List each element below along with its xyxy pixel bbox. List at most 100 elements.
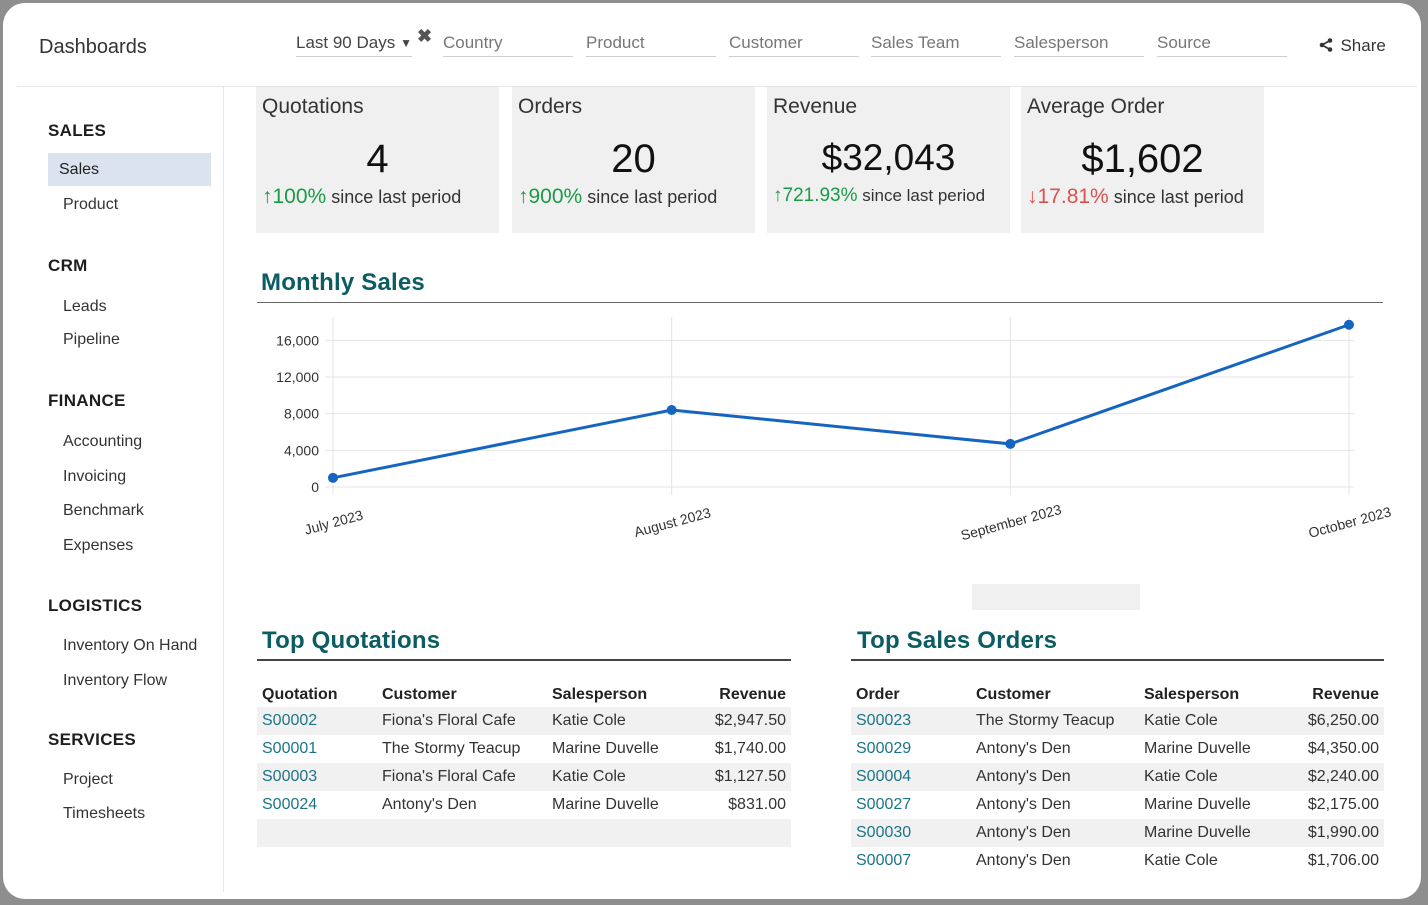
table-cell <box>547 819 677 847</box>
app-frame: Dashboards Last 90 Days ▼ ✖ Country Prod… <box>3 3 1421 899</box>
table-cell: Antony's Den <box>976 852 1071 869</box>
record-link[interactable]: S00004 <box>851 763 971 791</box>
monthly-sales-title: Monthly Sales <box>261 269 425 296</box>
sidebar-item-expenses[interactable]: Expenses <box>63 537 134 554</box>
column-header[interactable]: Salesperson <box>552 686 648 703</box>
table-cell: Antony's Den <box>976 796 1071 813</box>
kpi-delta-suffix: since last period <box>862 186 986 205</box>
sidebar-item-leads[interactable]: Leads <box>63 298 107 315</box>
table-row[interactable]: S00030 Antony's Den Marine Duvelle $1,990.0… <box>851 819 1384 847</box>
kpi-value: 4 <box>366 137 389 181</box>
sidebar-item-inventory-flow[interactable]: Inventory Flow <box>63 672 168 689</box>
sidebar-item-benchmark[interactable]: Benchmark <box>63 502 144 519</box>
period-filter[interactable]: Last 90 Days ▼ <box>296 30 412 57</box>
column-header[interactable]: Order <box>856 686 900 703</box>
sales-data-point[interactable] <box>666 405 677 415</box>
app-title: Dashboards <box>39 36 147 58</box>
table-cell: $831.00 <box>728 796 786 813</box>
kpi-revenue[interactable]: Revenue $32,043 ↑721.93% since last peri… <box>767 87 1010 233</box>
share-icon <box>1319 38 1337 55</box>
sidebar-section-sales: SALES <box>48 121 107 140</box>
sidebar-item-inventory-on-hand[interactable]: Inventory On Hand <box>63 637 198 654</box>
dashboard-window: Dashboards Last 90 Days ▼ ✖ Country Prod… <box>17 16 1417 892</box>
kpi-orders[interactable]: Orders 20 ↑900% since last period <box>512 87 755 233</box>
sales-team-filter[interactable]: Sales Team <box>871 30 1001 57</box>
column-header[interactable]: Salesperson <box>1144 686 1240 703</box>
table-row[interactable]: S00023 The Stormy Teacup Katie Cole $6,250.… <box>851 707 1384 735</box>
arrow-up-icon: ↑ <box>773 185 783 206</box>
share-label: Share <box>1340 36 1386 55</box>
table-row[interactable]: S00004 Antony's Den Katie Cole $2,240.00 <box>851 763 1384 791</box>
kpi-value: 20 <box>611 137 656 181</box>
sidebar-item-accounting[interactable]: Accounting <box>63 433 143 450</box>
sidebar-item-invoicing[interactable]: Invoicing <box>63 468 127 485</box>
table-row[interactable]: S00001 The Stormy Teacup Marine Duvelle $1,… <box>257 735 791 763</box>
salesperson-filter[interactable]: Salesperson <box>1014 30 1144 57</box>
top-bar: Dashboards Last 90 Days ▼ ✖ Country Prod… <box>17 16 1417 87</box>
sidebar-section-crm: CRM <box>48 256 88 275</box>
record-link[interactable]: S00002 <box>257 707 377 735</box>
column-header[interactable]: Quotation <box>262 686 338 703</box>
top-sales-orders-divider <box>851 659 1384 661</box>
kpi-value: $1,602 <box>1081 137 1204 181</box>
table-row[interactable]: S00024 Antony's Den Marine Duvelle $831.00 <box>257 791 791 819</box>
sidebar-item-product[interactable]: Product <box>63 196 119 213</box>
record-link[interactable]: S00024 <box>262 796 318 813</box>
sidebar-section-services: SERVICES <box>48 730 137 749</box>
sales-data-point[interactable] <box>1344 319 1354 330</box>
table-cell: Marine Duvelle <box>1144 740 1251 757</box>
table-cell: Marine Duvelle <box>552 796 659 813</box>
table-row[interactable]: S00007 Antony's Den Katie Cole $1,706.00 <box>851 847 1384 875</box>
record-link[interactable]: S00027 <box>856 796 912 813</box>
record-link[interactable]: S00001 <box>262 740 318 757</box>
monthly-sales-chart[interactable]: 0 4,000 8,000 12,000 16,000 July 2023 August 2… <box>254 317 1404 577</box>
sidebar-item-pipeline[interactable]: Pipeline <box>63 331 120 348</box>
record-link[interactable]: S00023 <box>851 707 971 735</box>
table-row[interactable]: S00029 Antony's Den Marine Duvelle $4,350.0… <box>851 735 1384 763</box>
table-cell: $1,990.00 <box>1269 819 1384 847</box>
kpi-label: Quotations <box>262 95 364 118</box>
table-row[interactable]: S00027 Antony's Den Marine Duvelle $2,175.0… <box>851 791 1384 819</box>
table-cell: $1,706.00 <box>1307 852 1379 869</box>
kpi-quotations[interactable]: Quotations 4 ↑100% since last period <box>256 87 499 233</box>
sidebar-item-project[interactable]: Project <box>63 771 113 788</box>
product-filter[interactable]: Product <box>586 30 716 57</box>
column-header[interactable]: Revenue <box>719 686 786 703</box>
column-header[interactable]: Revenue <box>1312 686 1379 703</box>
table-cell: The Stormy Teacup <box>382 740 521 757</box>
column-header[interactable]: Customer <box>382 686 457 703</box>
kpi-delta-suffix: since last period <box>331 187 462 207</box>
kpi-average-order[interactable]: Average Order $1,602 ↓17.81% since last … <box>1021 87 1264 233</box>
table-cell: Antony's Den <box>382 796 477 813</box>
table-row[interactable]: S00003 Fiona's Floral Cafe Katie Cole $1,12… <box>257 763 791 791</box>
table-row[interactable]: S00002 Fiona's Floral Cafe Katie Cole $2,94… <box>257 707 791 735</box>
table-cell: Katie Cole <box>1144 852 1218 869</box>
country-filter[interactable]: Country <box>443 30 573 57</box>
record-link[interactable]: S00003 <box>257 763 377 791</box>
sidebar-section-logistics: LOGISTICS <box>48 596 143 615</box>
kpi-delta: 900% <box>528 185 583 208</box>
arrow-down-icon: ↓ <box>1027 185 1038 208</box>
sidebar-item-timesheets[interactable]: Timesheets <box>63 805 146 822</box>
y-tick-label: 16,000 <box>276 332 319 348</box>
table-cell: $2,175.00 <box>1307 796 1379 813</box>
sales-data-point[interactable] <box>1005 438 1016 449</box>
column-header[interactable]: Customer <box>976 686 1051 703</box>
record-link[interactable]: S00007 <box>856 852 912 869</box>
clear-period-icon[interactable]: ✖ <box>417 26 433 46</box>
customer-filter[interactable]: Customer <box>729 30 859 57</box>
record-link[interactable]: S00030 <box>851 819 971 847</box>
table-cell: Antony's Den <box>976 740 1071 757</box>
x-tick-label: July 2023 <box>303 507 365 538</box>
share-button[interactable]: Share <box>1319 36 1386 56</box>
record-link[interactable]: S00029 <box>856 740 912 757</box>
y-tick-label: 12,000 <box>276 369 319 385</box>
table-cell: Antony's Den <box>971 819 1139 847</box>
sales-data-point[interactable] <box>328 472 338 483</box>
sidebar-item-sales[interactable]: Sales <box>48 153 211 186</box>
caret-down-icon: ▼ <box>400 36 412 50</box>
sidebar-section-finance: FINANCE <box>48 391 126 410</box>
table-cell: Marine Duvelle <box>552 740 659 757</box>
table-cell: Fiona's Floral Cafe <box>377 763 547 791</box>
source-filter[interactable]: Source <box>1157 30 1287 57</box>
